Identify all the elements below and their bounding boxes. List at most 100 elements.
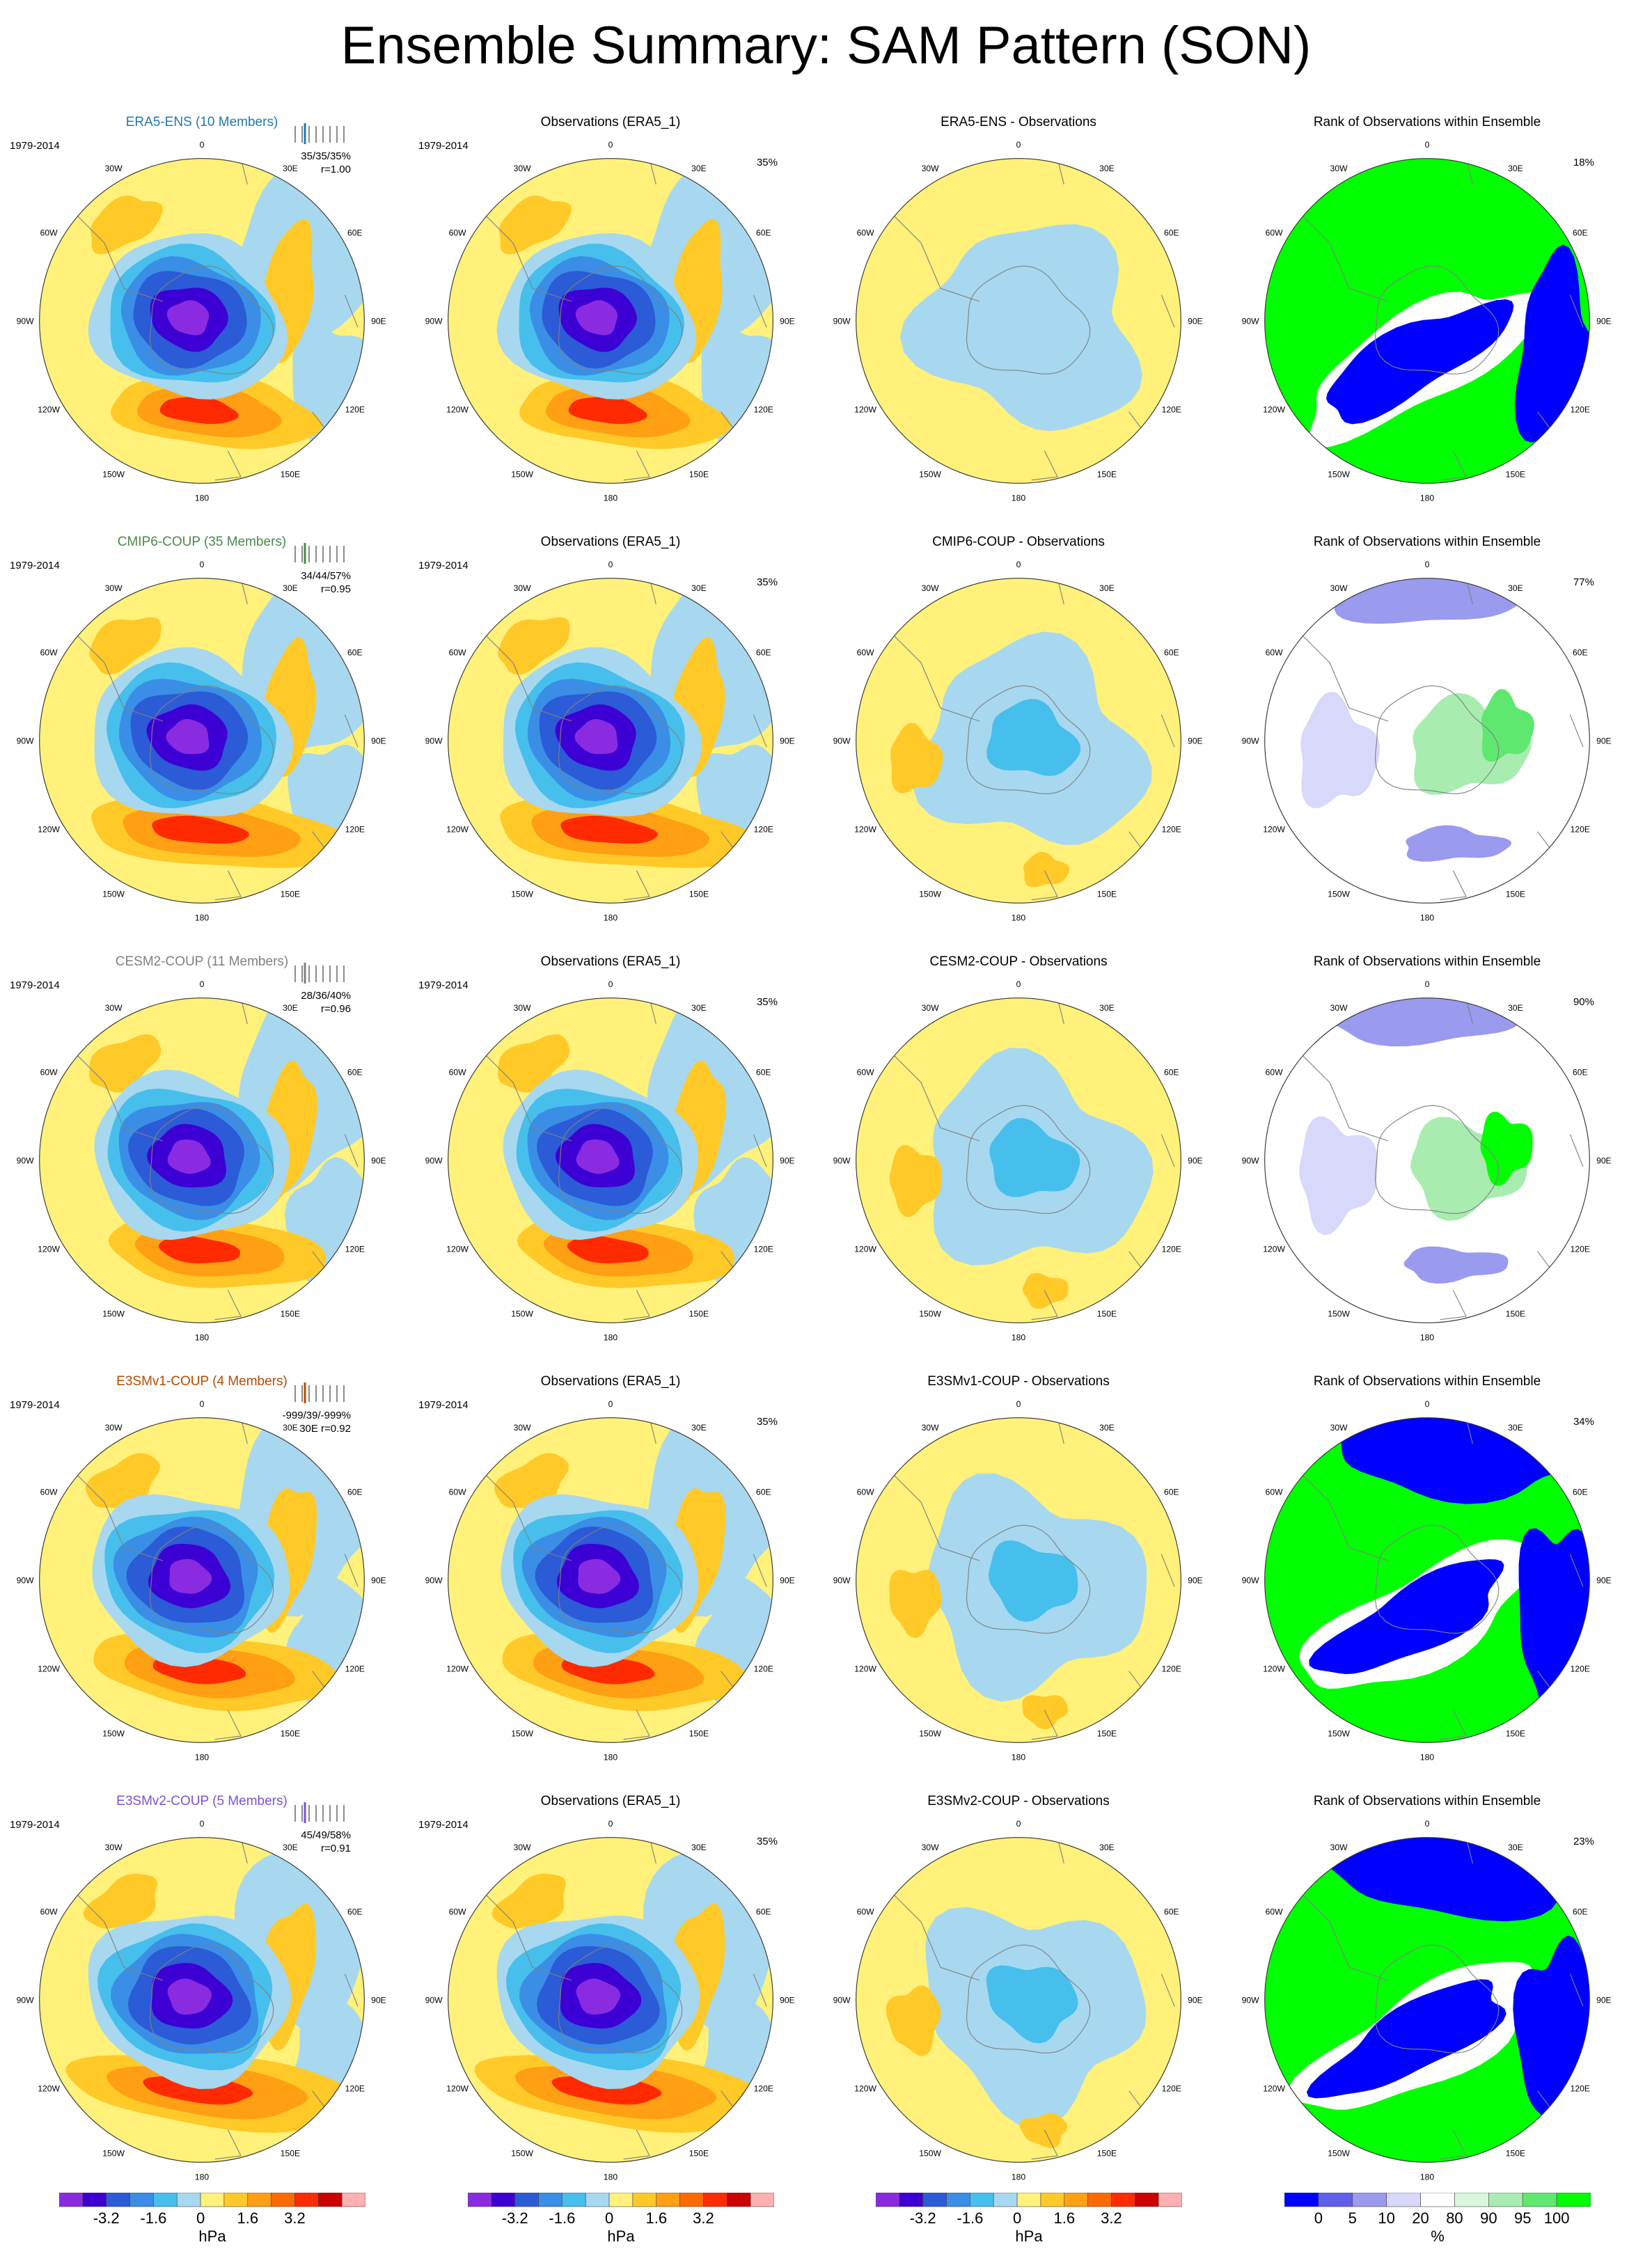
colorbar: 0 5 10 20 80 90 95 100% (1284, 2192, 1591, 2260)
colorbar-swatch (703, 2192, 727, 2207)
polar-map: 0 30E 60E 90E 120E 150E 180 150W 120W 90W 60W 30W (17, 979, 386, 1343)
field-contour (701, 321, 773, 484)
colorbar-tick-label: 5 (1348, 2209, 1357, 2227)
lon-label: 0 (200, 1819, 205, 1829)
lon-label: 120E (754, 2084, 773, 2094)
lon-label: 120E (1571, 405, 1590, 415)
colorbar-swatch (1135, 2192, 1159, 2207)
lon-label: 90E (1596, 1576, 1612, 1586)
lon-label: 30E (1099, 1423, 1115, 1433)
lon-label: 30E (691, 1423, 707, 1433)
lon-label: 60E (756, 1068, 771, 1078)
lon-label: 30W (922, 1003, 939, 1013)
lon-label: 90W (425, 1996, 443, 2005)
field-contour (576, 1978, 620, 2015)
lon-label: 90W (833, 317, 851, 326)
colorbar-swatch (679, 2192, 704, 2207)
lon-label: 90E (1596, 736, 1612, 746)
panel-title: ERA5-ENS - Observations (941, 115, 1096, 129)
lon-label: 180 (1012, 2173, 1025, 2182)
field-contour (1480, 1112, 1533, 1186)
lon-label: 180 (1420, 1333, 1434, 1343)
lon-label: 0 (200, 1399, 205, 1409)
field-contour (159, 397, 239, 425)
field-contour (167, 1978, 212, 2015)
lon-label: 90W (1242, 1156, 1259, 1166)
lon-label: 60E (347, 1907, 363, 1917)
variance-percent: 35% (756, 996, 778, 1008)
lon-label: 150E (281, 470, 300, 480)
field-contour (560, 815, 658, 844)
lon-label: 120E (1571, 1245, 1590, 1254)
lon-label: 30W (922, 164, 939, 173)
lon-label: 120W (1263, 2084, 1285, 2094)
lon-label: 30W (105, 583, 123, 593)
lon-label: 150W (919, 470, 941, 480)
map-boundary (856, 578, 1181, 904)
map-panel: Observations (ERA5_1) 0 30E 60E 90E 120E 150E 1… (416, 1794, 805, 2211)
map-boundary (856, 1837, 1181, 2163)
lon-label: 150W (102, 1729, 125, 1739)
period-label: 1979-2014 (418, 979, 469, 991)
lon-label: 30E (691, 1843, 707, 1852)
lon-label: 90W (425, 1156, 443, 1166)
field-layer (448, 578, 773, 904)
lon-label: 60E (756, 228, 771, 238)
lon-label: 30E (1508, 1423, 1523, 1433)
colorbar-swatch (467, 2192, 492, 2207)
field-contour (575, 300, 618, 336)
lon-label: 180 (195, 2173, 209, 2182)
lon-label: 150E (281, 2149, 300, 2159)
colorbar-swatch (271, 2192, 295, 2207)
lon-label: 120E (754, 1664, 773, 1674)
lon-label: 60E (347, 1068, 363, 1078)
lon-label: 30E (1099, 583, 1115, 593)
panel-title: Observations (ERA5_1) (540, 1374, 681, 1389)
colorbar-unit: hPa (1015, 2227, 1043, 2245)
lon-label: 60W (40, 648, 58, 658)
field-contour (886, 1985, 941, 2056)
polar-map: 0 30E 60E 90E 120E 150E 180 150W 120W 90W 60W 30W (17, 560, 386, 923)
lon-label: 120E (345, 2084, 365, 2094)
panel-title: Observations (ERA5_1) (540, 115, 681, 129)
field-contour (568, 397, 647, 425)
lon-label: 90E (371, 1156, 386, 1166)
period-label: 1979-2014 (10, 1819, 60, 1831)
lon-label: 150W (511, 470, 533, 480)
lon-label: 30W (1330, 1003, 1348, 1013)
lon-label: 90E (1188, 317, 1203, 326)
lon-label: 150E (1097, 1309, 1117, 1319)
lon-label: 120W (38, 2084, 60, 2094)
field-contour (1406, 825, 1512, 862)
map-panel: Observations (ERA5_1) 0 30E 60E 90E 120E 150E 1… (416, 1374, 805, 1792)
map-panel: CESM2-COUP (11 Members) 0 30E 60E 90E 120E 150… (7, 954, 397, 1372)
lon-label: 90E (780, 317, 795, 326)
lon-label: 60W (40, 1068, 58, 1078)
lon-label: 150W (1328, 1729, 1350, 1739)
period-label: 1979-2014 (10, 1399, 60, 1411)
colorbar-tick-label: 100 (1543, 2209, 1570, 2227)
lon-label: 60W (449, 1907, 466, 1917)
colorbar-swatch (993, 2192, 1018, 2207)
lon-label: 60W (1266, 648, 1283, 658)
map-boundary (856, 1417, 1181, 1743)
colorbar-swatch (538, 2192, 563, 2207)
colorbar-tick-label: -3.2 (909, 2209, 936, 2227)
lon-label: 120W (446, 405, 469, 415)
lon-label: 60W (40, 1907, 58, 1917)
field-contour (1019, 2113, 1068, 2149)
variance-percent: 90% (1573, 996, 1594, 1008)
map-panel: E3SMv2-COUP - Observations 0 30E 60E 90E 120E… (824, 1794, 1213, 2211)
panel-title: Rank of Observations within Ensemble (1313, 1794, 1541, 1808)
colorbar-swatch (946, 2192, 970, 2207)
lon-label: 120E (1162, 1245, 1181, 1254)
coastlines (65, 578, 359, 901)
colorbar-tick-label: 1.6 (237, 2209, 259, 2227)
colorbar-unit: hPa (198, 2227, 226, 2245)
lon-label: 90E (1596, 1996, 1612, 2005)
field-contour (1299, 1116, 1378, 1236)
field-contour (889, 1145, 942, 1217)
field-contour (1023, 851, 1070, 888)
lon-label: 150W (511, 2149, 533, 2159)
field-contour (986, 1965, 1078, 2044)
